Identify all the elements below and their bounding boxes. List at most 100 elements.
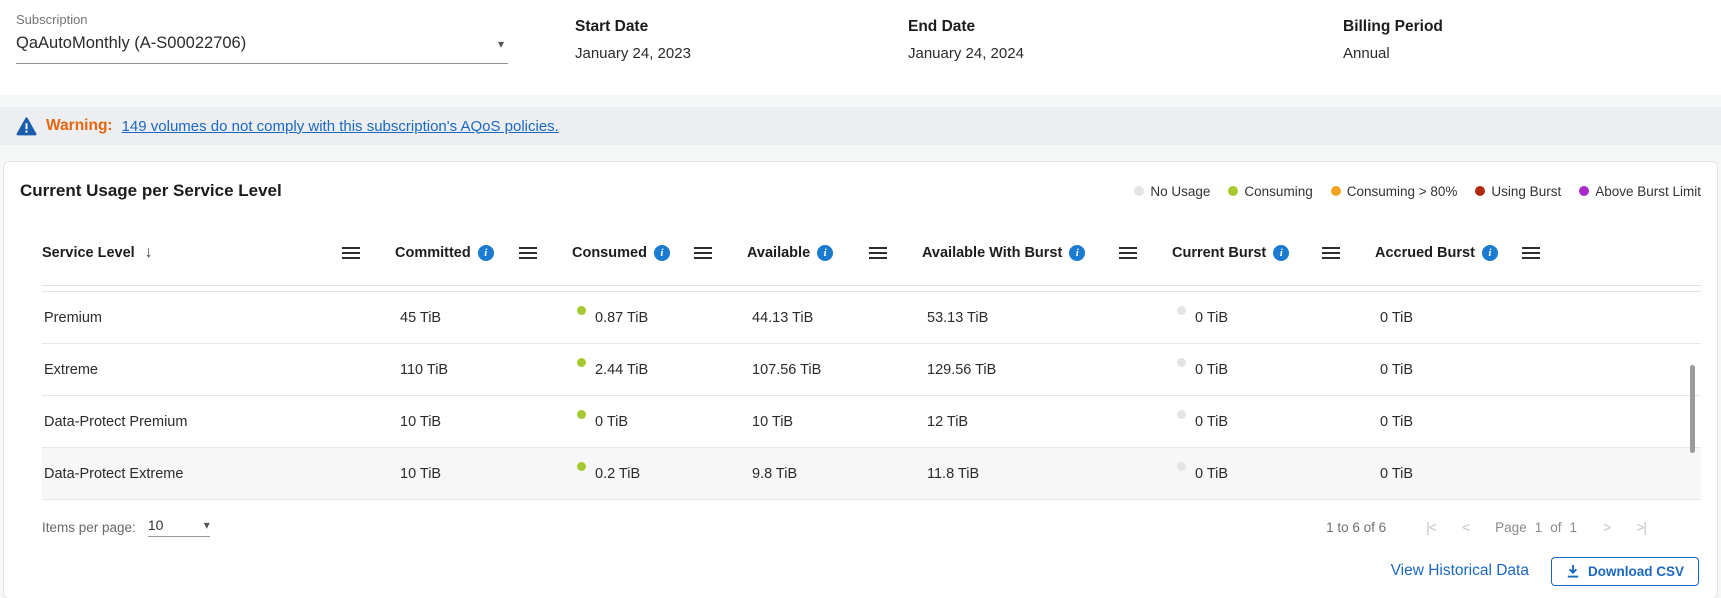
available-with-burst-cell: 11.8 TiB (927, 465, 980, 482)
table-row: Data-Protect Premium 10 TiB 0 TiB 10 TiB… (42, 396, 1701, 448)
end-date-label: End Date (908, 18, 976, 35)
available-cell: 44.13 TiB (752, 309, 814, 326)
card-header: Current Usage per Service Level No Usage… (20, 170, 1701, 212)
column-menu-icon[interactable] (1522, 247, 1540, 259)
legend-item-no-usage: No Usage (1134, 184, 1210, 199)
sort-descending-icon[interactable]: ↓ (144, 244, 153, 261)
committed-cell: 10 TiB (400, 465, 442, 482)
service-level-cell: Extreme (44, 361, 98, 378)
using-burst-dot-icon (1475, 186, 1486, 196)
column-menu-icon[interactable] (1119, 247, 1137, 259)
column-header-consumed[interactable]: Consumed i (572, 245, 747, 261)
items-per-page-value: 10 (147, 517, 164, 533)
items-per-page-group: Items per page: 10 ▾ (42, 517, 210, 537)
consumed-value: 2.44 TiB (595, 361, 649, 378)
column-menu-icon[interactable] (869, 247, 887, 259)
page-total: 1 (1569, 519, 1577, 535)
status-dot (1177, 410, 1186, 419)
table-footer: Items per page: 10 ▾ 1 to 6 of 6 |< < Pa… (20, 504, 1701, 550)
consuming-dot-icon (1228, 186, 1239, 196)
consumed-value: 0 TiB (595, 413, 629, 430)
no-usage-dot-icon (1134, 186, 1145, 196)
service-level-cell: Data-Protect Premium (44, 413, 188, 430)
column-header-current-burst[interactable]: Current Burst i (1172, 245, 1375, 261)
current-burst-cell: 0 TiB (1172, 306, 1375, 326)
info-icon[interactable]: i (817, 245, 834, 261)
warning-noncompliance-link[interactable]: 149 volumes do not comply with this subs… (121, 117, 559, 135)
next-page-icon[interactable]: > (1603, 519, 1611, 535)
table-row-partial-edge (42, 286, 1701, 292)
table-row: Data-Protect Extreme 10 TiB 0.2 TiB 9.8 … (42, 448, 1701, 500)
column-header-accrued-burst[interactable]: Accrued Burst i (1375, 245, 1575, 261)
column-label: Current Burst (1172, 245, 1267, 261)
column-header-available-with-burst[interactable]: Available With Burst i (922, 245, 1172, 261)
info-icon[interactable]: i (1481, 245, 1498, 261)
info-icon[interactable]: i (653, 245, 670, 261)
previous-page-icon[interactable]: < (1461, 519, 1470, 535)
end-date-value: January 24, 2024 (908, 45, 1024, 62)
legend-label: No Usage (1150, 183, 1211, 199)
service-level-cell: Data-Protect Extreme (44, 465, 184, 482)
table-row: Premium 45 TiB 0.87 TiB 44.13 TiB 53.13 … (42, 292, 1701, 344)
column-header-service-level[interactable]: Service Level ↓ (42, 244, 395, 262)
consumed-cell: 0.2 TiB (572, 462, 747, 482)
column-header-committed[interactable]: Committed i (395, 245, 572, 261)
billing-period-value: Annual (1343, 45, 1390, 62)
column-label: Available With Burst (922, 245, 1063, 261)
pagination: 1 to 6 of 6 |< < Page 1 of 1 > >| (1326, 519, 1647, 535)
committed-cell: 110 TiB (400, 361, 449, 378)
subscription-select[interactable]: QaAutoMonthly (A-S00022706) ▾ (16, 27, 508, 64)
warning-triangle-icon (16, 116, 37, 135)
current-burst-value: 0 TiB (1195, 361, 1229, 378)
current-burst-value: 0 TiB (1195, 309, 1229, 326)
column-menu-icon[interactable] (519, 247, 537, 259)
column-menu-icon[interactable] (342, 247, 360, 259)
legend-label: Consuming (1244, 183, 1313, 199)
chevron-down-icon: ▾ (203, 518, 210, 532)
accrued-burst-cell: 0 TiB (1380, 465, 1414, 482)
consumed-value: 0.2 TiB (595, 465, 641, 482)
committed-cell: 45 TiB (400, 309, 442, 326)
first-page-icon[interactable]: |< (1426, 519, 1437, 535)
view-historical-data-link[interactable]: View Historical Data (1390, 562, 1529, 579)
accrued-burst-cell: 0 TiB (1380, 309, 1414, 326)
download-icon (1567, 565, 1579, 578)
usage-legend: No Usage Consuming Consuming > 80% Using… (1134, 184, 1701, 199)
status-dot (1177, 306, 1186, 315)
consuming-80-dot-icon (1330, 186, 1341, 196)
download-csv-button[interactable]: Download CSV (1550, 556, 1699, 586)
info-icon[interactable]: i (1069, 245, 1086, 261)
info-icon[interactable]: i (1273, 245, 1290, 261)
warning-banner: Warning: 149 volumes do not comply with … (0, 107, 1721, 145)
legend-item-above-burst: Above Burst Limit (1579, 184, 1701, 199)
status-dot (577, 358, 586, 367)
subscription-label: Subscription (16, 12, 88, 27)
current-burst-value: 0 TiB (1195, 465, 1229, 482)
available-with-burst-cell: 53.13 TiB (927, 309, 989, 326)
column-header-available[interactable]: Available i (747, 245, 922, 261)
table-row-partial (42, 272, 1701, 286)
column-menu-icon[interactable] (1322, 247, 1340, 259)
consumed-cell: 0 TiB (572, 410, 747, 430)
consumed-value: 0.87 TiB (595, 309, 649, 326)
card-actions: View Historical Data Download CSV (20, 550, 1701, 592)
committed-cell: 10 TiB (400, 413, 442, 430)
last-page-icon[interactable]: >| (1636, 519, 1647, 535)
table-scrollbar-thumb[interactable] (1690, 365, 1695, 453)
subscription-header-bar: Subscription QaAutoMonthly (A-S00022706)… (0, 0, 1721, 95)
items-per-page-label: Items per page: (42, 519, 136, 535)
legend-label: Above Burst Limit (1595, 183, 1701, 199)
table-row: Extreme 110 TiB 2.44 TiB 107.56 TiB 129.… (42, 344, 1701, 396)
start-date-value: January 24, 2023 (575, 45, 691, 62)
info-icon[interactable]: i (477, 245, 494, 261)
consumed-cell: 0.87 TiB (572, 306, 747, 326)
usage-table: Service Level ↓ Committed i Consumed i A… (20, 234, 1701, 500)
column-menu-icon[interactable] (694, 247, 712, 259)
current-burst-value: 0 TiB (1195, 413, 1229, 430)
items-per-page-select[interactable]: 10 ▾ (147, 517, 210, 537)
status-dot (1177, 358, 1186, 367)
start-date-label: Start Date (575, 18, 649, 35)
download-csv-label: Download CSV (1587, 563, 1684, 579)
legend-label: Using Burst (1491, 183, 1562, 199)
accrued-burst-cell: 0 TiB (1380, 361, 1414, 378)
